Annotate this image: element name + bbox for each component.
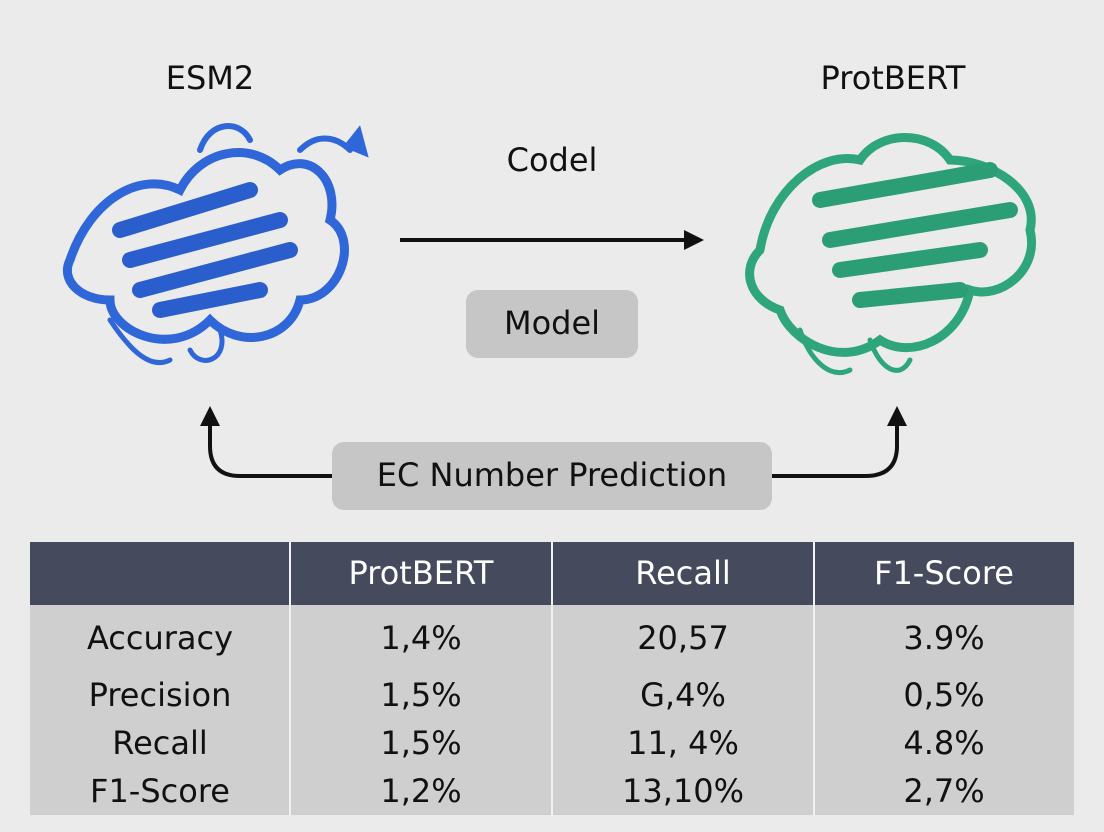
model-box [466, 290, 638, 358]
table-cell: 1,5% [380, 724, 461, 762]
row-label: Accuracy [87, 619, 233, 657]
row-label: Recall [112, 724, 207, 762]
left-model-label: ESM2 [166, 59, 255, 97]
table-cell: 3.9% [903, 619, 984, 657]
table-cell: 0,5% [903, 676, 984, 714]
model-box-label: Model [504, 304, 600, 342]
task-box-label: EC Number Prediction [377, 456, 727, 494]
header-cell: F1-Score [874, 554, 1014, 592]
table-cell: 13,10% [622, 772, 744, 810]
table-cell: 11, 4% [627, 724, 739, 762]
right-curve-arrow [770, 406, 907, 478]
table-cell: 1,4% [380, 619, 461, 657]
header-cell: Recall [635, 554, 730, 592]
left-curve-arrow [200, 406, 335, 478]
row-label: F1-Score [90, 772, 230, 810]
table-cell: G,4% [640, 676, 726, 714]
table-cell: 2,7% [903, 772, 984, 810]
metrics-table: ProtBERT Recall F1-Score Accuracy 1,4% 20,57 3… [30, 542, 1074, 815]
table-cell: 1,5% [380, 676, 461, 714]
table-cell: 1,2% [380, 772, 461, 810]
header-cell: ProtBERT [349, 554, 494, 592]
table-cell: 20,57 [637, 619, 729, 657]
right-model-label: ProtBERT [821, 59, 966, 97]
task-box [332, 442, 772, 510]
table-cell: 4.8% [903, 724, 984, 762]
esm2-protein [63, 123, 369, 366]
row-label: Precision [89, 676, 232, 714]
protbert-protein [745, 133, 1036, 376]
arrow-label: Codel [507, 141, 598, 179]
